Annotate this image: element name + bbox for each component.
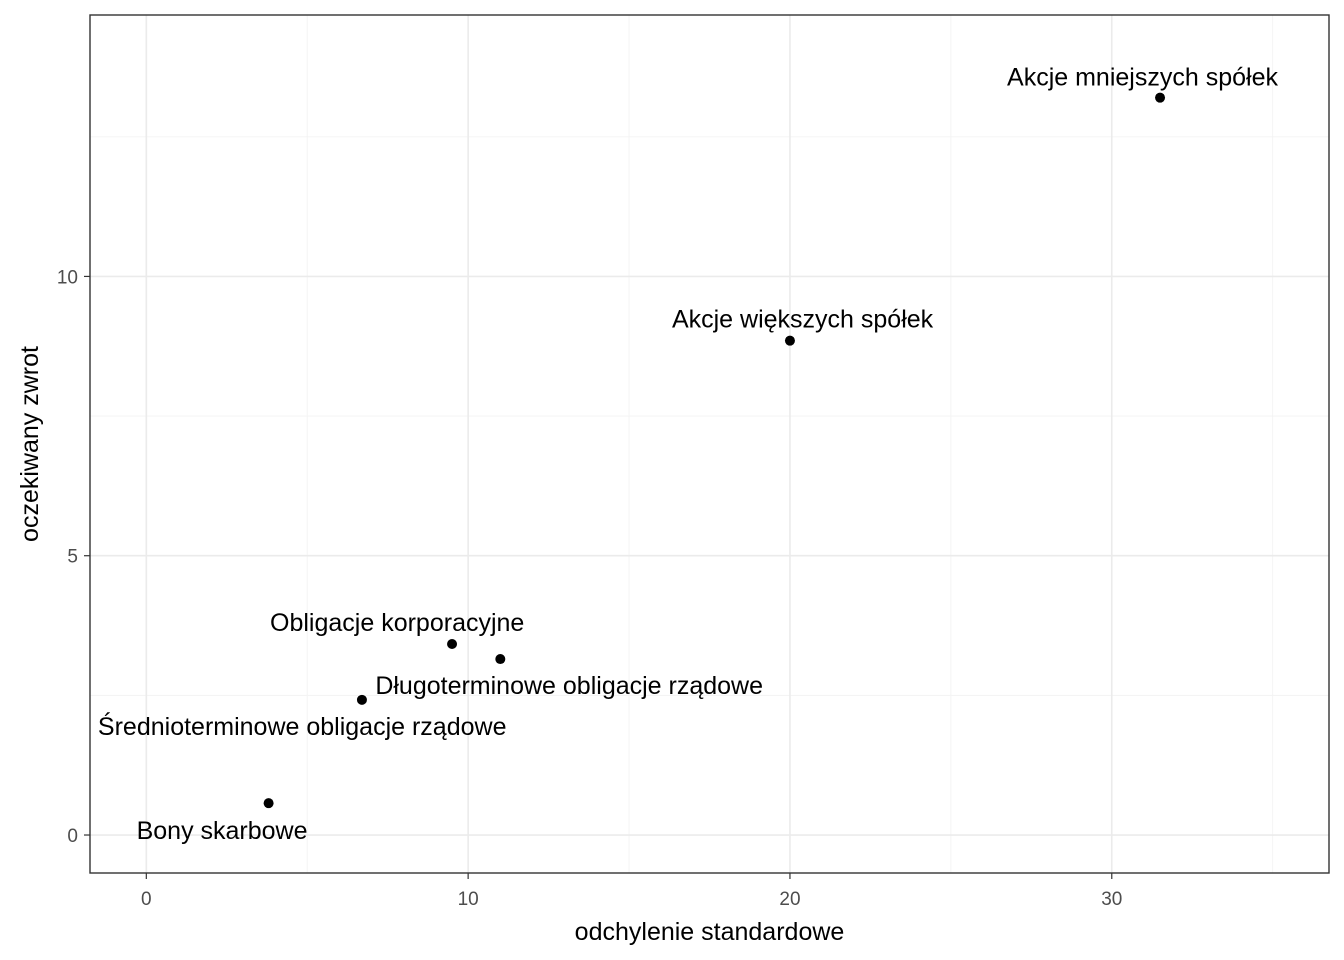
- x-axis-title: odchylenie standardowe: [575, 918, 845, 946]
- x-tick-label: 10: [458, 889, 479, 910]
- data-point: [784, 335, 795, 346]
- y-axis: 0 5 10: [57, 267, 90, 847]
- plot-panel-border: [89, 14, 1330, 874]
- x-axis: 0 10 20 30: [141, 873, 1122, 910]
- data-point: [356, 694, 367, 705]
- data-point-label: Akcje mniejszych spółek: [1007, 64, 1278, 92]
- data-point-label: Długoterminowe obligacje rządowe: [375, 672, 763, 700]
- x-tick-label: 30: [1101, 889, 1122, 910]
- minor-gridlines: [90, 15, 1329, 873]
- data-point-labels: Bony skarbowe Średnioterminowe obligacje …: [98, 64, 1279, 846]
- y-tick-label: 0: [67, 826, 78, 847]
- x-tick-label: 20: [779, 889, 800, 910]
- data-point-label: Bony skarbowe: [137, 817, 308, 845]
- data-point-label: Akcje większych spółek: [672, 306, 934, 334]
- data-point-label: Średnioterminowe obligacje rządowe: [98, 711, 507, 741]
- data-point: [263, 798, 274, 809]
- data-point: [447, 638, 458, 649]
- y-tick-label: 5: [67, 547, 78, 568]
- y-tick-label: 10: [57, 267, 78, 288]
- data-point: [1155, 92, 1166, 103]
- data-point-label: Obligacje korporacyjne: [270, 609, 524, 637]
- x-tick-label: 0: [141, 889, 152, 910]
- major-gridlines: [90, 15, 1329, 873]
- y-axis-title: oczekiwany zwrot: [16, 346, 44, 542]
- data-point: [495, 654, 506, 665]
- data-points: [263, 92, 1166, 809]
